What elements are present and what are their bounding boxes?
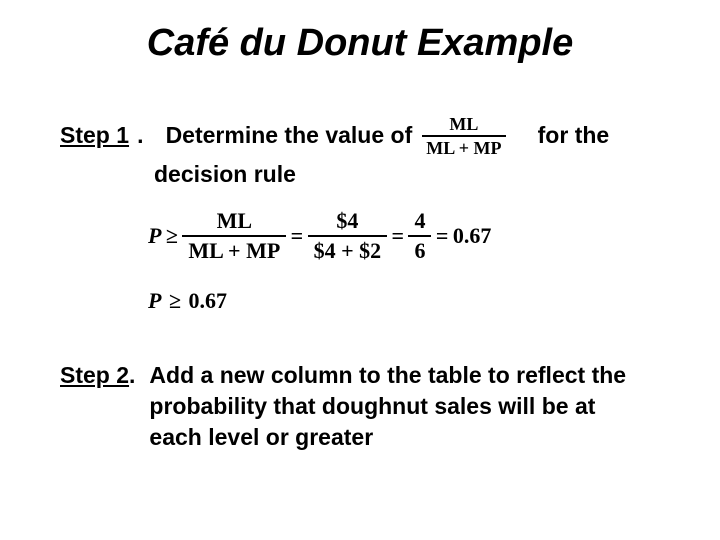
- fraction-bar: [182, 235, 286, 237]
- eq1-frac3-num: 4: [408, 210, 431, 232]
- fraction-numerator: ML: [445, 115, 482, 133]
- step1-block: Step 1. Determine the value of ML ML + M…: [60, 115, 660, 188]
- step2-label-col: Step 2.: [60, 362, 135, 389]
- equation-1: P ≥ ML ML + MP = $4 $4 + $2 = 4 6 = 0.67: [148, 210, 491, 262]
- step2-block: Step 2. Add a new column to the table to…: [60, 362, 660, 451]
- step1-period: .: [137, 122, 143, 149]
- step1-posttext: for the: [538, 122, 610, 149]
- eq1-frac2-den: $4 + $2: [308, 240, 388, 262]
- fraction-bar: [422, 135, 505, 137]
- step1-inline-fraction: ML ML + MP: [420, 115, 507, 157]
- eq1-frac1: ML ML + MP: [182, 210, 286, 262]
- fraction-bar: [308, 235, 388, 237]
- eq1-result: 0.67: [453, 223, 492, 249]
- step2-line2: probability that doughnut sales will be …: [149, 393, 660, 420]
- equation-2: P ≥ 0.67: [148, 288, 227, 314]
- step2-line1: Add a new column to the table to reflect…: [149, 362, 660, 389]
- fraction-denominator: ML + MP: [422, 139, 505, 157]
- eq2-ge: ≥: [167, 288, 183, 313]
- step2-period: .: [129, 362, 135, 388]
- step1-line2: decision rule: [154, 161, 660, 188]
- eq2-P: P: [148, 288, 161, 313]
- step2-label: Step 2: [60, 362, 129, 388]
- step1-pretext: Determine the value of: [166, 122, 413, 149]
- step2-body: Step 2. Add a new column to the table to…: [60, 362, 660, 451]
- eq1-eq3: =: [436, 223, 449, 249]
- eq1-frac3: 4 6: [408, 210, 431, 262]
- eq1-P: P: [148, 223, 161, 249]
- eq1-frac1-num: ML: [211, 210, 258, 232]
- slide: Café du Donut Example Step 1. Determine …: [0, 0, 720, 540]
- slide-title: Café du Donut Example: [0, 22, 720, 65]
- step1-line1: Step 1. Determine the value of ML ML + M…: [60, 115, 660, 157]
- eq1-frac2-num: $4: [330, 210, 364, 232]
- eq1-ge: ≥: [166, 223, 178, 249]
- eq1-frac1-den: ML + MP: [182, 240, 286, 262]
- step2-line3: each level or greater: [149, 424, 660, 451]
- eq1-frac3-den: 6: [408, 240, 431, 262]
- eq1-frac2: $4 $4 + $2: [308, 210, 388, 262]
- step2-text: Add a new column to the table to reflect…: [149, 362, 660, 451]
- eq1-eq1: =: [291, 223, 304, 249]
- step1-label: Step 1: [60, 122, 129, 149]
- eq1-eq2: =: [392, 223, 405, 249]
- fraction-bar: [408, 235, 431, 237]
- eq2-value: 0.67: [189, 288, 228, 313]
